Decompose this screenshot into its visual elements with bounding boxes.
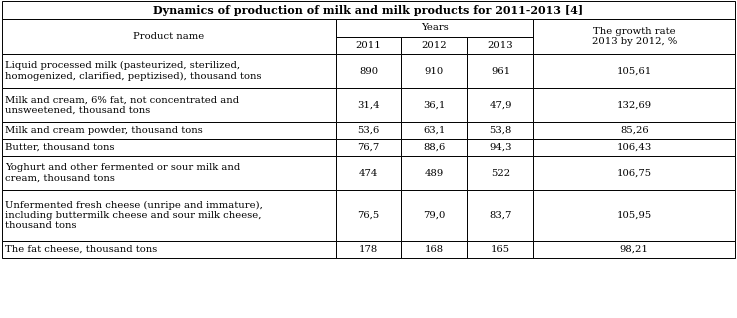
Bar [534,139,735,156]
Text: 474: 474 [359,169,378,177]
Text: 890: 890 [359,66,378,75]
Text: 2011: 2011 [356,41,381,50]
Bar [402,156,467,190]
Bar [467,37,534,54]
Bar [402,139,467,156]
Text: Unfermented fresh cheese (unripe and immature),
including buttermilk cheese and : Unfermented fresh cheese (unripe and imm… [5,201,263,231]
Bar [467,54,534,88]
Bar [402,122,467,139]
Bar [534,122,735,139]
Bar [2,1,735,19]
Text: 85,26: 85,26 [620,126,649,135]
Text: Dynamics of production of milk and milk products for 2011-2013 [4]: Dynamics of production of milk and milk … [153,4,584,16]
Bar [534,19,735,54]
Text: 53,8: 53,8 [489,126,511,135]
Bar [467,241,534,258]
Text: 489: 489 [425,169,444,177]
Bar [467,190,534,241]
Bar [467,156,534,190]
Bar [2,139,335,156]
Bar [335,241,402,258]
Bar [335,19,534,37]
Text: 132,69: 132,69 [617,100,652,109]
Bar [534,241,735,258]
Text: 47,9: 47,9 [489,100,511,109]
Bar [2,88,335,122]
Text: 105,95: 105,95 [617,211,652,220]
Bar [534,54,735,88]
Text: The fat cheese, thousand tons: The fat cheese, thousand tons [5,245,157,254]
Bar [2,122,335,139]
Bar [534,190,735,241]
Text: 910: 910 [425,66,444,75]
Text: Milk and cream powder, thousand tons: Milk and cream powder, thousand tons [5,126,203,135]
Text: 165: 165 [491,245,510,254]
Text: 63,1: 63,1 [423,126,446,135]
Text: 83,7: 83,7 [489,211,511,220]
Text: 961: 961 [491,66,510,75]
Bar [2,190,335,241]
Bar [402,88,467,122]
Bar [467,122,534,139]
Bar [467,139,534,156]
Text: Milk and cream, 6% fat, not concentrated and
unsweetened, thousand tons: Milk and cream, 6% fat, not concentrated… [5,95,239,115]
Bar [402,54,467,88]
Bar [335,88,402,122]
Text: 94,3: 94,3 [489,143,511,152]
Bar [2,54,335,88]
Text: 36,1: 36,1 [423,100,446,109]
Text: 2012: 2012 [422,41,447,50]
Bar [335,54,402,88]
Bar [335,37,402,54]
Text: 88,6: 88,6 [423,143,446,152]
Text: 522: 522 [491,169,510,177]
Text: The growth rate
2013 by 2012, %: The growth rate 2013 by 2012, % [592,27,677,46]
Bar [335,122,402,139]
Text: Product name: Product name [133,32,204,41]
Bar [402,37,467,54]
Text: Liquid processed milk (pasteurized, sterilized,
homogenized, clarified, peptizis: Liquid processed milk (pasteurized, ster… [5,61,262,81]
Text: Yoghurt and other fermented or sour milk and
cream, thousand tons: Yoghurt and other fermented or sour milk… [5,163,240,183]
Text: 105,61: 105,61 [617,66,652,75]
Bar [2,19,335,54]
Bar [534,88,735,122]
Bar [2,156,335,190]
Text: 79,0: 79,0 [423,211,446,220]
Text: Years: Years [421,24,448,32]
Text: 76,5: 76,5 [357,211,380,220]
Text: 98,21: 98,21 [620,245,649,254]
Text: 178: 178 [359,245,378,254]
Bar [335,156,402,190]
Bar [2,241,335,258]
Text: 2013: 2013 [488,41,513,50]
Bar [402,190,467,241]
Text: 53,6: 53,6 [357,126,380,135]
Bar [335,139,402,156]
Bar [335,190,402,241]
Text: 106,75: 106,75 [617,169,652,177]
Bar [402,241,467,258]
Text: 106,43: 106,43 [617,143,652,152]
Bar [534,156,735,190]
Text: 76,7: 76,7 [357,143,380,152]
Bar [467,88,534,122]
Text: Butter, thousand tons: Butter, thousand tons [5,143,114,152]
Text: 168: 168 [425,245,444,254]
Text: 31,4: 31,4 [357,100,380,109]
